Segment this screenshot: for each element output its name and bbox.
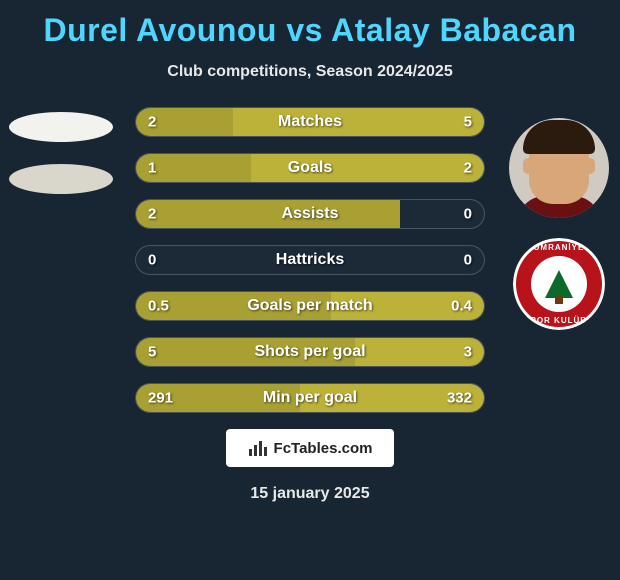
stat-value-right: 332 (447, 390, 472, 407)
stat-value-right: 0.4 (451, 298, 472, 315)
stat-value-left: 1 (148, 160, 156, 177)
stat-row: 1 2 Goals (135, 153, 485, 183)
stat-value-right: 2 (464, 160, 472, 177)
stat-bar-right (251, 154, 484, 182)
player-left-name: Durel Avounou (44, 12, 277, 48)
stat-label: Matches (278, 113, 342, 131)
stat-bar-right (233, 108, 484, 136)
vs-separator: vs (286, 12, 331, 48)
player-right-name: Atalay Babacan (331, 12, 576, 48)
brand-text: FcTables.com (274, 440, 373, 457)
stat-value-right: 0 (464, 252, 472, 269)
stat-label: Shots per goal (254, 343, 365, 361)
stat-row: 0 0 Hattricks (135, 245, 485, 275)
stat-value-left: 291 (148, 390, 173, 407)
stat-row: 291 332 Min per goal (135, 383, 485, 413)
stat-label: Goals per match (247, 297, 372, 315)
brand-badge: FcTables.com (226, 429, 394, 467)
date: 15 january 2025 (0, 485, 620, 503)
stat-bar-left (136, 200, 400, 228)
stat-value-left: 2 (148, 114, 156, 131)
stat-value-right: 3 (464, 344, 472, 361)
subtitle: Club competitions, Season 2024/2025 (0, 63, 620, 81)
stat-row: 0.5 0.4 Goals per match (135, 291, 485, 321)
stat-value-left: 5 (148, 344, 156, 361)
stat-row: 2 0 Assists (135, 199, 485, 229)
stat-row: 2 5 Matches (135, 107, 485, 137)
comparison-chart: 25Matches12Goals20Assists00Hattricks0.50… (0, 107, 620, 413)
stat-value-right: 5 (464, 114, 472, 131)
stat-label: Assists (282, 205, 339, 223)
stat-label: Goals (288, 159, 332, 177)
stat-value-left: 2 (148, 206, 156, 223)
page-title: Durel Avounou vs Atalay Babacan (0, 0, 620, 49)
stat-value-right: 0 (464, 206, 472, 223)
stat-label: Min per goal (263, 389, 357, 407)
stat-value-left: 0.5 (148, 298, 169, 315)
stat-row: 5 3 Shots per goal (135, 337, 485, 367)
stat-label: Hattricks (276, 251, 344, 269)
stat-value-left: 0 (148, 252, 156, 269)
chart-icon (248, 439, 268, 457)
